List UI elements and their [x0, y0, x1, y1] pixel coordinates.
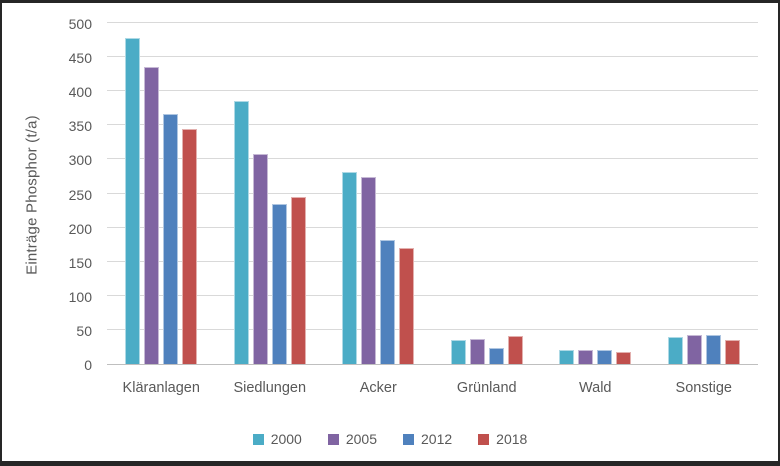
bar-2012-klaeranlagen — [163, 114, 179, 364]
bar-2012-wald — [597, 349, 613, 364]
y-tick-label-500: 500 — [68, 16, 92, 32]
bar-2000-klaeranlagen — [125, 38, 141, 364]
gridline-50 — [107, 328, 758, 330]
legend-label-2018: 2018 — [496, 431, 528, 447]
bar-group-wald — [541, 24, 650, 364]
gridline-350 — [107, 124, 758, 126]
gridline-200 — [107, 226, 758, 228]
bar-2012-gruenland — [488, 347, 504, 364]
legend-label-2012: 2012 — [421, 431, 453, 447]
x-category-label-acker: Acker — [359, 380, 397, 396]
bar-2012-siedlungen — [271, 204, 287, 364]
y-tick-label-50: 50 — [76, 322, 92, 339]
x-category-label-wald: Wald — [579, 380, 612, 396]
bar-group-siedlungen — [216, 24, 325, 364]
legend-label-2000: 2000 — [270, 431, 302, 447]
bar-2005-gruenland — [469, 338, 485, 364]
gridline-250 — [107, 192, 758, 194]
bar-2005-klaeranlagen — [144, 67, 160, 364]
bar-2012-sonstige — [705, 335, 721, 364]
gridline-150 — [107, 260, 758, 262]
bar-2000-wald — [559, 350, 575, 364]
gridline-450 — [107, 56, 758, 58]
bar-2005-siedlungen — [252, 153, 268, 364]
bar-2018-acker — [399, 248, 415, 364]
y-tick-label-150: 150 — [68, 254, 92, 271]
bar-2000-sonstige — [667, 336, 683, 364]
bar-group-acker — [324, 24, 433, 364]
x-category-label-siedlungen: Siedlungen — [233, 380, 307, 396]
bar-2005-acker — [361, 177, 377, 364]
bar-2018-sonstige — [724, 340, 740, 364]
y-tick-label-400: 400 — [68, 84, 92, 101]
x-category-label-sonstige: Sonstige — [675, 380, 732, 396]
legend: 2000 2005 2012 2018 — [2, 431, 778, 447]
legend-swatch-2018 — [478, 433, 490, 445]
plot-area — [107, 22, 758, 365]
y-tick-label-350: 350 — [68, 118, 92, 135]
y-tick-label-300: 300 — [68, 152, 92, 169]
gridline-400 — [107, 90, 758, 92]
x-category-label-gruenland: Grünland — [456, 380, 517, 396]
bar-2000-acker — [342, 171, 358, 364]
bar-2018-wald — [616, 352, 632, 364]
legend-swatch-2012 — [403, 433, 414, 445]
x-category-label-klaeranlagen: Kläranlagen — [122, 380, 200, 396]
bar-2012-acker — [380, 239, 396, 364]
bar-2000-siedlungen — [233, 101, 249, 364]
legend-swatch-2005 — [327, 433, 339, 445]
bar-group-sonstige — [650, 24, 759, 364]
legend-label-2005: 2005 — [345, 431, 377, 447]
y-tick-label-100: 100 — [68, 288, 92, 305]
y-tick-label-0: 0 — [84, 357, 92, 373]
gridline-300 — [107, 158, 758, 160]
y-tick-label-450: 450 — [68, 50, 92, 67]
bar-2018-siedlungen — [290, 196, 306, 364]
legend-item-2012: 2012 — [403, 431, 452, 447]
y-tick-label-200: 200 — [68, 220, 92, 237]
bar-2005-sonstige — [686, 335, 702, 364]
bar-group-gruenland — [433, 24, 542, 364]
legend-item-2000: 2000 — [252, 431, 302, 447]
legend-item-2018: 2018 — [478, 431, 527, 447]
bar-group-klaeranlagen — [107, 24, 216, 364]
bar-2000-gruenland — [450, 340, 466, 364]
bar-2018-gruenland — [507, 336, 523, 364]
y-tick-label-250: 250 — [68, 186, 92, 203]
gridline-500 — [107, 22, 758, 23]
bar-groups — [107, 24, 758, 364]
legend-item-2005: 2005 — [327, 431, 377, 447]
bar-2005-wald — [578, 349, 594, 364]
gridline-100 — [107, 294, 758, 296]
bar-2018-klaeranlagen — [182, 128, 198, 364]
legend-swatch-2000 — [252, 433, 264, 445]
